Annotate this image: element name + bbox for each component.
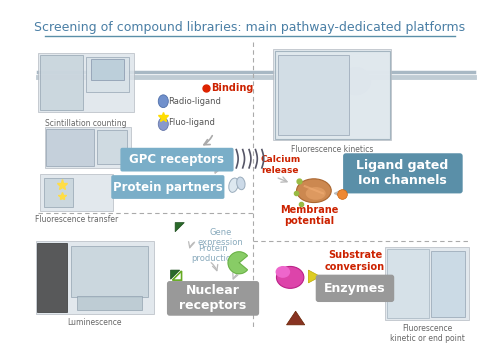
Ellipse shape — [236, 177, 245, 190]
Ellipse shape — [306, 187, 326, 200]
FancyBboxPatch shape — [44, 178, 73, 207]
Text: Fluorescence
kinetic or end point: Fluorescence kinetic or end point — [390, 324, 464, 343]
Text: Protein
production: Protein production — [191, 244, 236, 264]
FancyBboxPatch shape — [38, 243, 67, 312]
Text: Luminescence: Luminescence — [68, 318, 122, 327]
Ellipse shape — [276, 266, 304, 288]
Polygon shape — [308, 270, 320, 283]
Polygon shape — [286, 311, 305, 325]
Polygon shape — [170, 270, 179, 279]
FancyBboxPatch shape — [36, 241, 154, 314]
Text: Membrane
potential: Membrane potential — [280, 205, 338, 226]
Text: Binding: Binding — [211, 83, 253, 92]
Polygon shape — [228, 252, 248, 274]
Text: Calcium
release: Calcium release — [261, 156, 301, 175]
FancyBboxPatch shape — [236, 284, 246, 293]
FancyBboxPatch shape — [316, 275, 394, 302]
FancyBboxPatch shape — [91, 59, 124, 79]
Ellipse shape — [276, 266, 290, 278]
Text: Scintillation counting: Scintillation counting — [45, 119, 126, 129]
Text: Protein partners: Protein partners — [113, 180, 222, 193]
FancyBboxPatch shape — [112, 175, 224, 199]
FancyBboxPatch shape — [273, 49, 392, 140]
Text: Radio-ligand: Radio-ligand — [168, 97, 220, 106]
Text: Substrate
conversion: Substrate conversion — [325, 250, 385, 272]
Ellipse shape — [158, 95, 168, 108]
Text: Enzymes: Enzymes — [324, 282, 386, 295]
FancyBboxPatch shape — [38, 53, 134, 112]
Text: GPC receptors: GPC receptors — [130, 153, 224, 166]
FancyBboxPatch shape — [278, 55, 349, 135]
Text: Fluo-ligand: Fluo-ligand — [168, 118, 214, 127]
Text: Fluorescence kinetics: Fluorescence kinetics — [291, 145, 374, 154]
FancyBboxPatch shape — [96, 130, 127, 164]
Ellipse shape — [158, 118, 168, 130]
FancyBboxPatch shape — [120, 148, 234, 171]
FancyBboxPatch shape — [77, 296, 142, 310]
FancyBboxPatch shape — [343, 153, 462, 193]
Text: Nuclear
receptors: Nuclear receptors — [179, 284, 246, 312]
Text: Screening of compound libraries: main pathway-dedicated platforms: Screening of compound libraries: main pa… — [34, 21, 466, 34]
Ellipse shape — [296, 179, 331, 203]
FancyBboxPatch shape — [167, 281, 259, 316]
FancyBboxPatch shape — [46, 129, 94, 166]
Ellipse shape — [341, 68, 370, 95]
FancyBboxPatch shape — [86, 57, 130, 92]
Text: Fluorescence transfer: Fluorescence transfer — [35, 215, 118, 224]
FancyBboxPatch shape — [274, 51, 390, 139]
FancyBboxPatch shape — [385, 247, 469, 320]
FancyBboxPatch shape — [40, 174, 113, 211]
FancyBboxPatch shape — [71, 246, 148, 297]
Ellipse shape — [229, 178, 238, 192]
FancyBboxPatch shape — [40, 55, 83, 110]
FancyBboxPatch shape — [44, 127, 132, 168]
FancyBboxPatch shape — [432, 251, 465, 317]
Text: Ligand gated
Ion channels: Ligand gated Ion channels — [356, 159, 448, 187]
Text: Gene
expression: Gene expression — [198, 227, 244, 247]
FancyBboxPatch shape — [387, 249, 429, 318]
Polygon shape — [175, 223, 184, 232]
